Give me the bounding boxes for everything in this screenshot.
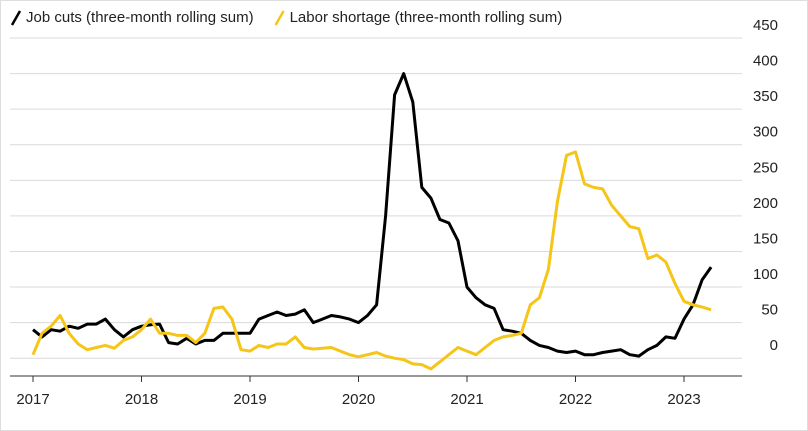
y-tick-label: 50 bbox=[761, 302, 778, 319]
y-tick-label: 450 bbox=[753, 17, 778, 34]
legend-label: Job cuts (three-month rolling sum) bbox=[26, 9, 254, 26]
legend-label: Labor shortage (three-month rolling sum) bbox=[290, 9, 563, 26]
x-tick-label: 2020 bbox=[342, 391, 375, 408]
x-tick-label: 2018 bbox=[125, 391, 158, 408]
y-tick-label: 150 bbox=[753, 230, 778, 247]
legend-swatch bbox=[10, 10, 22, 26]
y-tick-label: 0 bbox=[770, 337, 778, 354]
x-tick-label: 2017 bbox=[16, 391, 49, 408]
y-tick-label: 250 bbox=[753, 159, 778, 176]
x-tick-label: 2022 bbox=[559, 391, 592, 408]
x-tick-label: 2023 bbox=[667, 391, 700, 408]
line-series bbox=[32, 72, 713, 358]
line-series bbox=[31, 150, 712, 371]
legend-swatch bbox=[274, 10, 285, 26]
y-tick-label: 300 bbox=[753, 124, 778, 141]
x-tick-label: 2019 bbox=[233, 391, 266, 408]
y-tick-label: 100 bbox=[753, 266, 778, 283]
y-tick-label: 350 bbox=[753, 88, 778, 105]
y-tick-label: 200 bbox=[753, 195, 778, 212]
y-tick-label: 400 bbox=[753, 53, 778, 70]
x-tick-label: 2021 bbox=[450, 391, 483, 408]
